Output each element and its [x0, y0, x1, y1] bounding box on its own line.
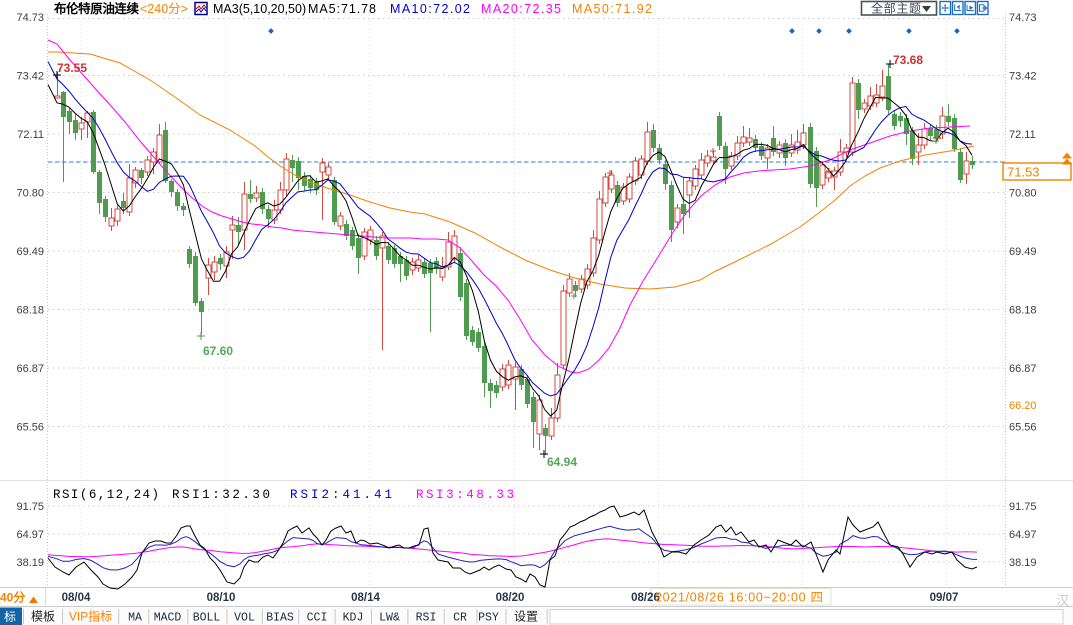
svg-text:65.56: 65.56	[16, 422, 44, 434]
svg-text:91.75: 91.75	[1009, 501, 1037, 513]
svg-text:68.18: 68.18	[1009, 305, 1037, 317]
svg-text:08/20: 08/20	[496, 592, 525, 604]
svg-text:73.55: 73.55	[57, 61, 87, 75]
svg-text:69.49: 69.49	[1009, 246, 1037, 258]
svg-text:71.53: 71.53	[1007, 165, 1040, 180]
svg-text:91.75: 91.75	[16, 501, 44, 513]
svg-text:64.97: 64.97	[16, 529, 44, 541]
svg-text:69.49: 69.49	[16, 246, 44, 258]
svg-text:布伦特原油连续: 布伦特原油连续	[54, 1, 139, 16]
svg-text:68.18: 68.18	[16, 305, 44, 317]
svg-text:KDJ: KDJ	[343, 612, 364, 625]
svg-text:标: 标	[4, 610, 16, 624]
svg-text:65.56: 65.56	[1009, 422, 1037, 434]
svg-text:CR: CR	[453, 612, 467, 625]
svg-text:RSI(6,12,24): RSI(6,12,24)	[53, 488, 159, 502]
svg-text:72.11: 72.11	[1009, 129, 1036, 141]
svg-text:40分: 40分	[0, 590, 25, 605]
svg-text:设置: 设置	[514, 610, 538, 624]
svg-text:73.42: 73.42	[1009, 71, 1037, 83]
svg-text:CCI: CCI	[307, 612, 328, 625]
svg-text:66.87: 66.87	[16, 363, 44, 375]
svg-text:<240分>: <240分>	[140, 2, 188, 16]
svg-text:64.97: 64.97	[1009, 529, 1037, 541]
svg-text:汉: 汉	[1056, 593, 1069, 608]
svg-text:MA: MA	[128, 612, 142, 625]
svg-text:全部主题: 全部主题	[871, 1, 921, 16]
svg-text:38.19: 38.19	[16, 557, 44, 569]
svg-text:38.19: 38.19	[1009, 557, 1037, 569]
svg-text:66.20: 66.20	[1009, 400, 1037, 412]
svg-text:2021/08/26 16:00~20:00 四: 2021/08/26 16:00~20:00 四	[655, 591, 823, 605]
svg-text:08/26: 08/26	[631, 592, 660, 604]
svg-text:MA50:71.92: MA50:71.92	[572, 2, 652, 16]
svg-text:70.80: 70.80	[16, 188, 44, 200]
svg-text:70.80: 70.80	[1009, 188, 1037, 200]
svg-text:PSY: PSY	[478, 612, 499, 625]
svg-text:BIAS: BIAS	[266, 612, 294, 625]
svg-text:67.60: 67.60	[203, 344, 233, 358]
svg-text:74.73: 74.73	[16, 12, 44, 24]
svg-text:72.11: 72.11	[17, 129, 44, 141]
svg-text:MACD: MACD	[154, 612, 182, 625]
svg-text:74.73: 74.73	[1009, 12, 1037, 24]
svg-text:MA10:72.02: MA10:72.02	[390, 2, 470, 16]
svg-text:VOL: VOL	[234, 612, 255, 625]
svg-text:MA20:72.35: MA20:72.35	[481, 2, 561, 16]
svg-text:09/07: 09/07	[930, 592, 959, 604]
svg-text:66.87: 66.87	[1009, 363, 1037, 375]
svg-text:模板: 模板	[31, 610, 55, 624]
svg-text:VIP指标: VIP指标	[69, 609, 112, 624]
svg-text:MA5:71.78: MA5:71.78	[308, 2, 376, 16]
svg-text:MA3(5,10,20,50): MA3(5,10,20,50)	[213, 2, 306, 16]
svg-text:64.94: 64.94	[547, 455, 577, 469]
svg-text:73.68: 73.68	[893, 53, 923, 67]
svg-text:08/14: 08/14	[351, 592, 380, 604]
svg-text:LW&: LW&	[379, 612, 400, 625]
svg-text:BOLL: BOLL	[193, 612, 221, 625]
svg-text:RSI: RSI	[416, 612, 437, 625]
svg-text:73.42: 73.42	[16, 71, 44, 83]
svg-text:08/04: 08/04	[62, 592, 91, 604]
svg-text:08/10: 08/10	[207, 592, 236, 604]
